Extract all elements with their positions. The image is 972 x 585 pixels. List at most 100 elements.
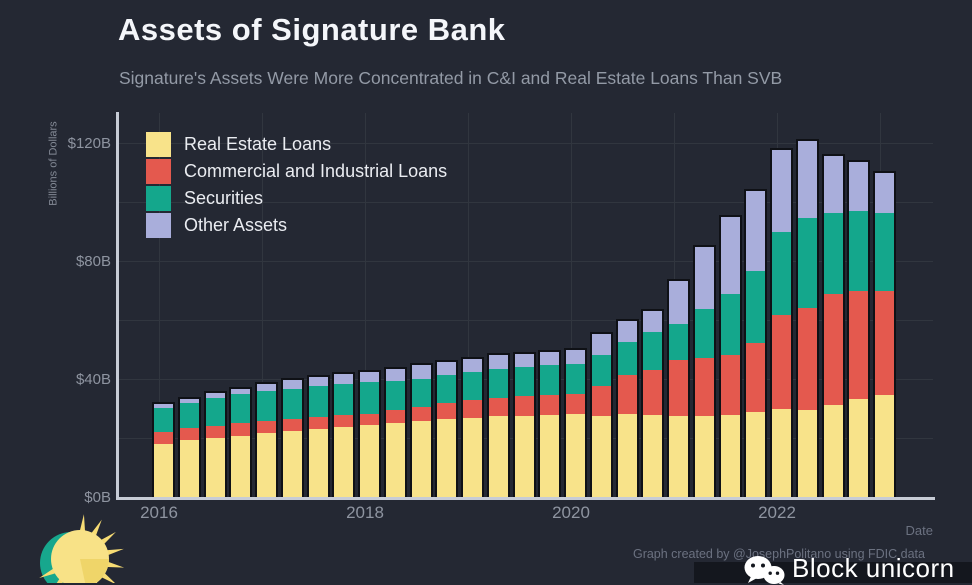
segment-other-assets: [824, 156, 843, 213]
segment-commercial-and-industrial-loans: [360, 414, 379, 425]
segment-other-assets: [257, 384, 276, 391]
segment-commercial-and-industrial-loans: [283, 419, 302, 431]
bar-2016-q3: [229, 387, 252, 497]
bar-2018-q2: [410, 363, 433, 497]
segment-other-assets: [695, 247, 714, 309]
segment-securities: [309, 386, 328, 417]
segment-other-assets: [618, 321, 637, 341]
legend-item-securities: Securities: [146, 186, 447, 211]
segment-commercial-and-industrial-loans: [849, 291, 868, 399]
bar-2022-q2: [822, 154, 845, 497]
segment-real-estate-loans: [154, 444, 173, 497]
segment-securities: [566, 364, 585, 394]
segment-securities: [283, 389, 302, 419]
segment-commercial-and-industrial-loans: [798, 308, 817, 411]
segment-real-estate-loans: [669, 416, 688, 497]
segment-real-estate-loans: [746, 412, 765, 497]
segment-real-estate-loans: [592, 416, 611, 497]
bar-2015-q4: [152, 402, 175, 497]
segment-other-assets: [489, 355, 508, 369]
segment-commercial-and-industrial-loans: [772, 315, 791, 409]
segment-commercial-and-industrial-loans: [643, 370, 662, 416]
segment-securities: [849, 211, 868, 291]
x-axis-spine: [116, 497, 935, 500]
bar-2021-q2: [719, 215, 742, 497]
segment-real-estate-loans: [360, 425, 379, 497]
segment-commercial-and-industrial-loans: [309, 417, 328, 429]
bar-2017-q3: [332, 372, 355, 497]
bar-2020-q4: [667, 279, 690, 497]
segment-real-estate-loans: [618, 414, 637, 497]
segment-commercial-and-industrial-loans: [386, 410, 405, 422]
y-axis-title: Billions of Dollars: [48, 108, 61, 220]
segment-securities: [386, 381, 405, 410]
segment-commercial-and-industrial-loans: [437, 403, 456, 419]
segment-other-assets: [772, 150, 791, 232]
segment-real-estate-loans: [824, 405, 843, 497]
segment-securities: [437, 375, 456, 403]
legend-label: Securities: [184, 186, 263, 211]
y-tick-label-40b: $40B: [39, 371, 111, 388]
bar-2020-q3: [641, 309, 664, 497]
segment-real-estate-loans: [566, 414, 585, 497]
segment-securities: [540, 365, 559, 395]
segment-real-estate-loans: [540, 415, 559, 497]
bar-2022-q3: [847, 160, 870, 497]
x-tick-label-2020: 2020: [541, 503, 601, 523]
bar-2020-q1: [590, 332, 613, 497]
segment-real-estate-loans: [721, 415, 740, 497]
segment-securities: [592, 355, 611, 386]
bar-2018-q3: [435, 360, 458, 497]
legend-label: Commercial and Industrial Loans: [184, 159, 447, 184]
apricitas-sun-logo: [25, 510, 150, 583]
segment-real-estate-loans: [386, 423, 405, 497]
bar-2017-q2: [307, 375, 330, 497]
segment-other-assets: [463, 359, 482, 372]
segment-other-assets: [540, 352, 559, 366]
segment-securities: [180, 403, 199, 428]
bar-2018-q1: [384, 367, 407, 497]
segment-real-estate-loans: [437, 419, 456, 497]
watermark-text: Block unicorn: [792, 553, 955, 584]
segment-commercial-and-industrial-loans: [746, 343, 765, 412]
segment-securities: [669, 324, 688, 361]
segment-other-assets: [309, 377, 328, 386]
segment-securities: [824, 213, 843, 294]
legend-swatch-commercial-industrial-loans: [146, 159, 171, 184]
segment-commercial-and-industrial-loans: [257, 421, 276, 433]
segment-other-assets: [746, 191, 765, 272]
segment-commercial-and-industrial-loans: [566, 394, 585, 414]
segment-other-assets: [849, 162, 868, 211]
bar-2020-q2: [616, 319, 639, 497]
bar-2022-q1: [796, 139, 819, 497]
segment-commercial-and-industrial-loans: [180, 428, 199, 440]
segment-securities: [360, 382, 379, 413]
segment-real-estate-loans: [463, 418, 482, 497]
segment-securities: [618, 342, 637, 376]
segment-securities: [257, 391, 276, 421]
segment-securities: [515, 367, 534, 396]
segment-real-estate-loans: [515, 416, 534, 497]
segment-other-assets: [437, 362, 456, 375]
segment-real-estate-loans: [309, 429, 328, 497]
bar-2019-q4: [564, 348, 587, 497]
segment-other-assets: [515, 354, 534, 367]
y-tick-label-80b: $80B: [39, 253, 111, 270]
segment-commercial-and-industrial-loans: [618, 375, 637, 414]
segment-real-estate-loans: [643, 415, 662, 497]
segment-commercial-and-industrial-loans: [540, 395, 559, 414]
segment-commercial-and-industrial-loans: [231, 423, 250, 435]
x-axis-title: Date: [833, 523, 933, 538]
segment-commercial-and-industrial-loans: [463, 400, 482, 418]
segment-real-estate-loans: [489, 416, 508, 497]
segment-real-estate-loans: [849, 399, 868, 497]
segment-securities: [643, 332, 662, 370]
legend-label: Real Estate Loans: [184, 132, 331, 157]
legend-item-commercial-industrial-loans: Commercial and Industrial Loans: [146, 159, 447, 184]
segment-securities: [772, 232, 791, 315]
bar-2021-q3: [744, 189, 767, 497]
bar-2019-q2: [513, 352, 536, 497]
legend-swatch-securities: [146, 186, 171, 211]
segment-other-assets: [386, 369, 405, 382]
